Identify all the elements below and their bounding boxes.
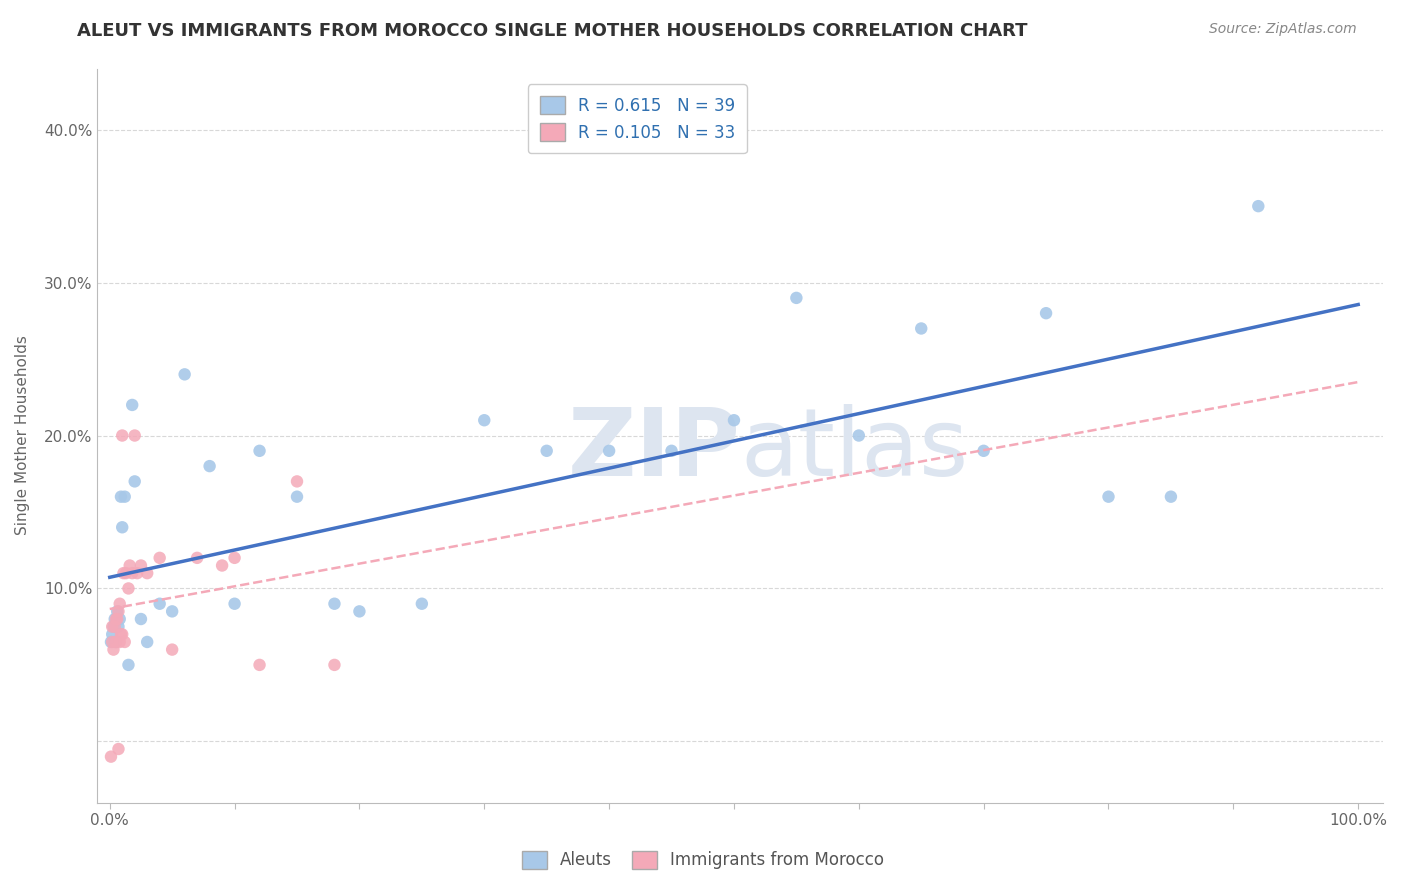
Point	[1160, 490, 1182, 504]
Point	[149, 550, 172, 565]
Point	[198, 459, 221, 474]
Point	[249, 657, 271, 672]
Point	[173, 368, 195, 382]
Point	[117, 582, 139, 596]
Point	[121, 398, 143, 412]
Point	[118, 558, 141, 573]
Point	[127, 566, 149, 581]
Point	[536, 443, 558, 458]
Point	[1247, 199, 1270, 213]
Point	[411, 597, 433, 611]
Point	[108, 612, 131, 626]
Point	[107, 620, 129, 634]
Point	[111, 520, 134, 534]
Point	[160, 642, 183, 657]
Point	[101, 620, 124, 634]
Point	[349, 604, 371, 618]
Point	[224, 597, 246, 611]
Point	[103, 620, 125, 634]
Point	[108, 635, 131, 649]
Point	[110, 627, 132, 641]
Point	[105, 604, 128, 618]
Point	[136, 635, 159, 649]
Legend: Aleuts, Immigrants from Morocco: Aleuts, Immigrants from Morocco	[512, 840, 894, 880]
Point	[111, 428, 134, 442]
Point	[285, 490, 308, 504]
Point	[104, 612, 127, 626]
Point	[104, 612, 127, 626]
Point	[124, 428, 146, 442]
Point	[149, 597, 172, 611]
Point	[973, 443, 995, 458]
Point	[124, 475, 146, 489]
Point	[723, 413, 745, 427]
Point	[598, 443, 620, 458]
Y-axis label: Single Mother Households: Single Mother Households	[15, 335, 30, 535]
Text: Source: ZipAtlas.com: Source: ZipAtlas.com	[1209, 22, 1357, 37]
Point	[100, 749, 122, 764]
Point	[111, 627, 134, 641]
Point	[129, 558, 152, 573]
Point	[323, 597, 346, 611]
Point	[117, 657, 139, 672]
Point	[661, 443, 683, 458]
Point	[186, 550, 208, 565]
Point	[848, 428, 870, 442]
Point	[211, 558, 233, 573]
Point	[107, 604, 129, 618]
Point	[323, 657, 346, 672]
Point	[114, 490, 136, 504]
Point	[112, 566, 135, 581]
Point	[910, 321, 932, 335]
Point	[110, 490, 132, 504]
Point	[249, 443, 271, 458]
Point	[104, 620, 127, 634]
Point	[1097, 490, 1119, 504]
Point	[108, 597, 131, 611]
Point	[285, 475, 308, 489]
Text: ALEUT VS IMMIGRANTS FROM MOROCCO SINGLE MOTHER HOUSEHOLDS CORRELATION CHART: ALEUT VS IMMIGRANTS FROM MOROCCO SINGLE …	[77, 22, 1028, 40]
Point	[104, 635, 127, 649]
Point	[224, 550, 246, 565]
Legend: R = 0.615   N = 39, R = 0.105   N = 33: R = 0.615 N = 39, R = 0.105 N = 33	[527, 84, 747, 153]
Point	[104, 635, 127, 649]
Point	[136, 566, 159, 581]
Point	[114, 635, 136, 649]
Point	[101, 635, 124, 649]
Point	[107, 742, 129, 756]
Point	[785, 291, 807, 305]
Point	[105, 612, 128, 626]
Point	[129, 612, 152, 626]
Point	[472, 413, 495, 427]
Point	[160, 604, 183, 618]
Text: atlas: atlas	[740, 404, 969, 496]
Point	[101, 627, 124, 641]
Point	[115, 566, 138, 581]
Point	[103, 642, 125, 657]
Point	[1035, 306, 1057, 320]
Text: ZIP: ZIP	[568, 404, 740, 496]
Point	[100, 635, 122, 649]
Point	[121, 566, 143, 581]
